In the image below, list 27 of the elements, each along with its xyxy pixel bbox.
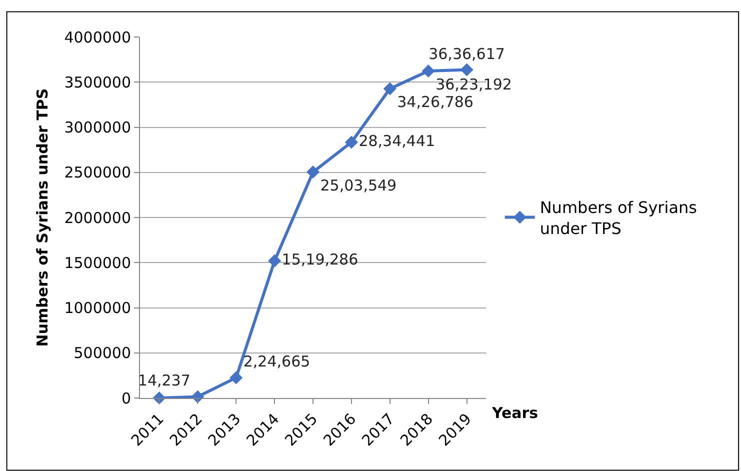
y-tick-label: 3500000 (64, 73, 131, 92)
data-label: 14,237 (138, 372, 190, 390)
data-label: 25,03,549 (320, 176, 397, 195)
y-tick-label: 1000000 (64, 299, 131, 317)
point (460, 63, 474, 76)
data-label: 28,34,441 (358, 132, 436, 150)
y-tick-label: 3000000 (64, 118, 131, 136)
point (344, 136, 358, 149)
point (383, 82, 396, 96)
y-axis-title: Numbers of Syrians under TPS (33, 88, 52, 347)
legend-label: Numbers of Syrians under TPS (540, 198, 697, 238)
y-tick-label: 1500000 (64, 254, 131, 272)
point (230, 371, 243, 384)
point (422, 64, 435, 78)
y-tick-label: 500000 (74, 344, 131, 362)
y-tick-label: 2000000 (64, 208, 131, 227)
y-tick-label: 2500000 (64, 164, 131, 182)
data-label: 34,26,786 (397, 93, 474, 112)
data-label: 2,24,665 (243, 352, 310, 371)
data-label: 36,23,192 (436, 76, 512, 94)
point (268, 254, 282, 268)
data-label: 36,36,617 (428, 44, 505, 63)
x-axis-title: Years (491, 404, 538, 422)
y-tick-label: 4000000 (64, 28, 131, 46)
data-label: 15,19,286 (282, 250, 358, 269)
y-tick-label: 0 (121, 389, 131, 408)
point (306, 166, 320, 179)
